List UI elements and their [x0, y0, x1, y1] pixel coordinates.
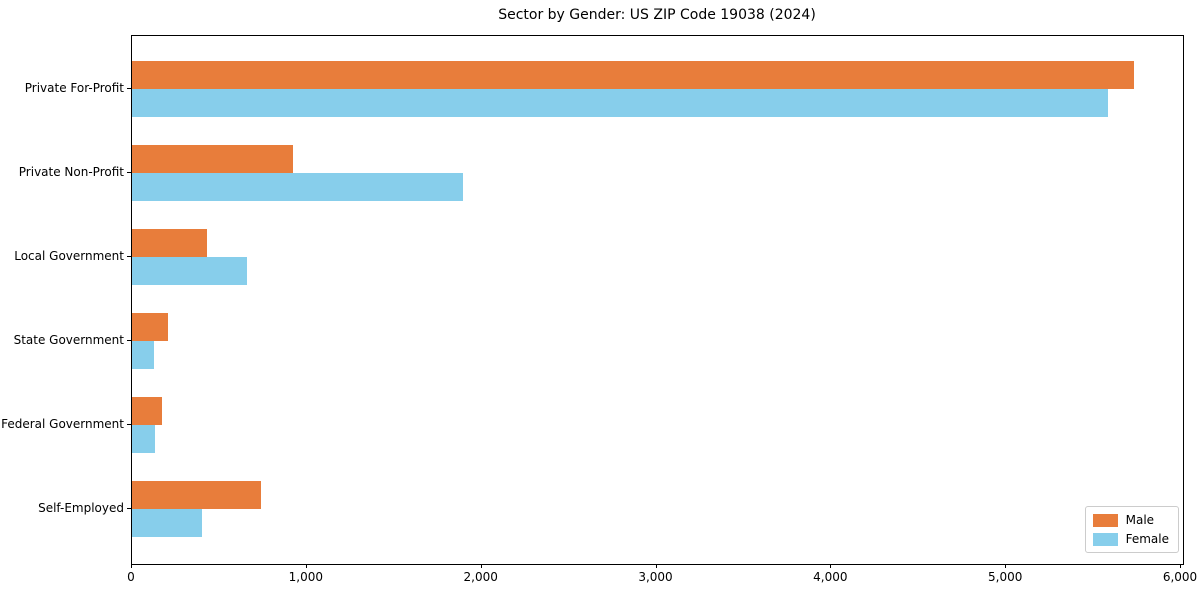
x-tick-label: 2,000	[463, 570, 498, 584]
bar-female-4	[132, 425, 155, 453]
legend-label-female: Female	[1125, 532, 1169, 546]
bar-female-0	[132, 89, 1108, 117]
y-tick-label: Private For-Profit	[24, 81, 124, 95]
legend: Male Female	[1084, 506, 1179, 553]
x-tick-label: 3,000	[638, 570, 673, 584]
y-tick-label: State Government	[13, 333, 124, 347]
x-tick-mark	[830, 564, 832, 568]
x-tick-label: 0	[127, 570, 135, 584]
y-tick-label: Local Government	[14, 249, 124, 263]
x-tick-label: 5,000	[988, 570, 1023, 584]
x-tick-label: 6,000	[1162, 570, 1198, 584]
y-tick-mark	[127, 508, 131, 509]
x-tick-mark	[131, 564, 132, 568]
x-tick-label: 1,000	[288, 570, 323, 584]
y-tick-mark	[127, 424, 131, 425]
bar-female-2	[132, 257, 248, 285]
plot-area: Male Female	[131, 35, 1184, 565]
x-tick-mark	[480, 564, 482, 568]
y-tick-mark	[127, 256, 131, 257]
bar-male-0	[132, 61, 1134, 89]
legend-label-male: Male	[1125, 513, 1155, 527]
y-tick-label: Private Non-Profit	[18, 165, 124, 179]
bar-male-1	[132, 145, 293, 173]
bar-male-4	[132, 397, 162, 425]
y-tick-label: Federal Government	[1, 417, 124, 431]
legend-item-female: Female	[1092, 532, 1169, 546]
legend-swatch-male-icon	[1092, 513, 1118, 527]
x-tick-mark	[1005, 564, 1007, 568]
legend-item-male: Male	[1092, 513, 1169, 527]
chart-title: Sector by Gender: US ZIP Code 19038 (202…	[498, 7, 816, 23]
bar-female-3	[132, 341, 154, 369]
x-tick-mark	[655, 564, 657, 568]
bar-male-2	[132, 229, 208, 257]
bar-female-1	[132, 173, 464, 201]
y-tick-mark	[127, 340, 131, 341]
y-tick-mark	[127, 88, 131, 89]
x-tick-label: 4,000	[813, 570, 848, 584]
legend-swatch-female-icon	[1092, 532, 1118, 546]
bar-male-3	[132, 313, 168, 341]
bar-male-5	[132, 481, 262, 509]
y-tick-label: Self-Employed	[38, 501, 124, 515]
bar-female-5	[132, 509, 202, 537]
y-tick-mark	[127, 172, 131, 173]
x-tick-mark	[1180, 564, 1181, 568]
x-tick-mark	[305, 564, 307, 568]
